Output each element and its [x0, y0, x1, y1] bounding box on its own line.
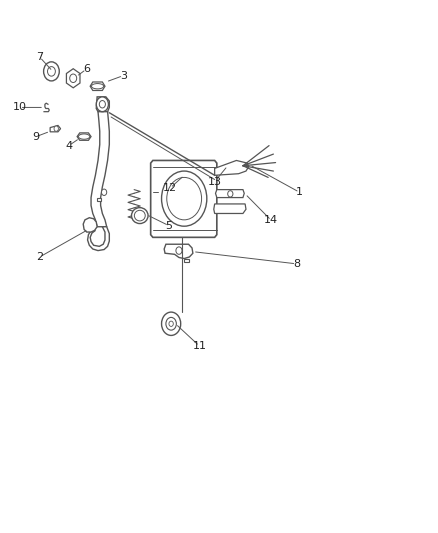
Polygon shape — [151, 160, 217, 237]
Circle shape — [169, 321, 173, 326]
Text: 4: 4 — [65, 141, 72, 151]
Text: 5: 5 — [166, 221, 173, 231]
Circle shape — [166, 317, 177, 330]
Text: 3: 3 — [120, 70, 127, 80]
Polygon shape — [83, 217, 97, 232]
Circle shape — [44, 62, 59, 81]
Polygon shape — [164, 244, 193, 259]
Circle shape — [167, 177, 201, 220]
Circle shape — [176, 247, 182, 254]
Polygon shape — [67, 69, 80, 88]
Circle shape — [228, 191, 233, 197]
Polygon shape — [91, 112, 110, 227]
Text: 14: 14 — [264, 215, 278, 225]
Circle shape — [70, 74, 77, 83]
Circle shape — [162, 312, 181, 335]
Polygon shape — [214, 204, 246, 214]
Text: 8: 8 — [293, 259, 300, 269]
Polygon shape — [90, 82, 105, 91]
Ellipse shape — [134, 211, 145, 221]
Text: 13: 13 — [208, 176, 222, 187]
Polygon shape — [96, 97, 110, 114]
Ellipse shape — [131, 208, 148, 223]
Text: 9: 9 — [33, 132, 40, 142]
Polygon shape — [215, 160, 249, 175]
Circle shape — [162, 171, 207, 226]
Text: 12: 12 — [163, 183, 177, 193]
Ellipse shape — [78, 134, 90, 139]
Circle shape — [47, 67, 55, 76]
Text: 11: 11 — [192, 341, 206, 351]
Polygon shape — [215, 190, 244, 198]
Circle shape — [102, 189, 107, 196]
Polygon shape — [88, 227, 110, 251]
Polygon shape — [97, 198, 101, 201]
Polygon shape — [184, 259, 189, 262]
Text: 6: 6 — [83, 64, 90, 74]
Circle shape — [96, 97, 109, 112]
Text: 7: 7 — [36, 52, 43, 62]
Ellipse shape — [92, 84, 104, 89]
Circle shape — [99, 101, 106, 108]
Text: 2: 2 — [36, 252, 43, 262]
Circle shape — [54, 126, 58, 131]
Text: 10: 10 — [13, 102, 27, 112]
Text: 1: 1 — [296, 187, 303, 197]
Polygon shape — [50, 125, 60, 132]
Polygon shape — [77, 133, 91, 140]
